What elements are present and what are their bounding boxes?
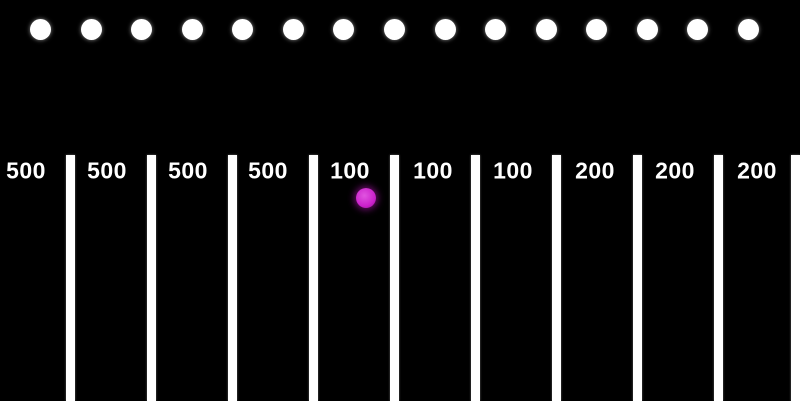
peg-dot-icon [181,18,203,40]
slot-points-label: 500 [168,157,208,184]
peg-dot-icon [383,18,405,40]
peg-dot-icon [29,18,51,40]
peg-dot-icon [484,18,506,40]
peg-dot-icon [636,18,658,40]
slot-divider [551,155,561,401]
slot-points-label: 100 [330,157,370,184]
peg-dot-icon [130,18,152,40]
peg-dot-icon [332,18,354,40]
slot-divider [790,155,800,401]
slot-divider [227,155,237,401]
slot-divider [632,155,642,401]
peg-dot-icon [434,18,456,40]
peg-dot-icon [231,18,253,40]
slot-points-label: 100 [493,157,533,184]
peg-dot-icon [282,18,304,40]
slot-points-label: 500 [6,157,46,184]
slot-divider [308,155,318,401]
slot-divider [470,155,480,401]
slot-points-label: 100 [413,157,453,184]
peg-dot-icon [686,18,708,40]
slot-divider [713,155,723,401]
peg-dot-icon [585,18,607,40]
slot-points-label: 200 [655,157,695,184]
slot-divider [65,155,75,401]
slot-points-label: 500 [248,157,288,184]
peg-dot-icon [737,18,759,40]
slot-divider [389,155,399,401]
game-ball [356,188,376,208]
peg-dot-icon [80,18,102,40]
slot-points-label: 200 [737,157,777,184]
slot-points-label: 200 [575,157,615,184]
slot-divider [146,155,156,401]
slot-points-label: 500 [87,157,127,184]
peg-dot-icon [535,18,557,40]
